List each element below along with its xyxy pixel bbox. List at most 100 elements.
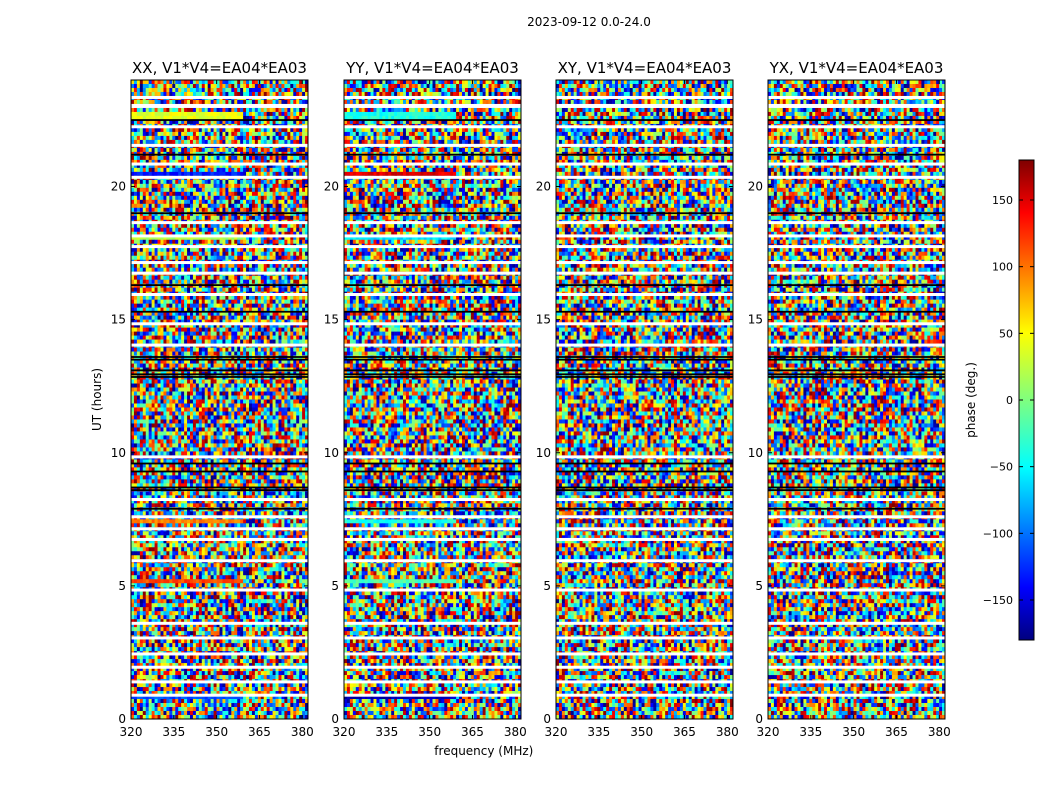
heatmap-cell bbox=[231, 223, 235, 229]
heatmap-cell bbox=[145, 411, 149, 416]
heatmap-cell bbox=[293, 403, 297, 408]
heatmap-cell bbox=[266, 403, 270, 408]
heatmap-cell bbox=[222, 379, 226, 384]
heatmap-cell bbox=[216, 299, 220, 304]
heatmap-cell bbox=[287, 127, 291, 133]
heatmap-cell bbox=[251, 107, 256, 113]
heatmap-cell bbox=[131, 407, 135, 412]
heatmap-cell bbox=[243, 199, 247, 205]
heatmap-cell bbox=[157, 207, 161, 213]
heatmap-cell bbox=[272, 359, 276, 364]
heatmap-cell bbox=[251, 379, 256, 384]
heatmap-cell bbox=[160, 171, 164, 177]
heatmap-cell bbox=[133, 187, 138, 193]
heatmap-cell bbox=[151, 115, 155, 121]
heatmap-cell bbox=[257, 391, 262, 396]
heatmap-cell bbox=[254, 379, 259, 384]
heatmap-cell bbox=[284, 239, 288, 245]
heatmap-cell bbox=[237, 155, 241, 161]
heatmap-cell bbox=[219, 279, 223, 284]
heatmap-cell bbox=[234, 179, 238, 185]
heatmap-cell bbox=[142, 311, 147, 316]
heatmap-cell bbox=[257, 115, 262, 121]
heatmap-cell bbox=[231, 139, 235, 145]
heatmap-cell bbox=[195, 399, 200, 404]
heatmap-cell bbox=[272, 239, 276, 245]
heatmap-cell bbox=[278, 235, 282, 241]
heatmap-cell bbox=[139, 171, 144, 177]
heatmap-cell bbox=[175, 287, 179, 292]
heatmap-cell bbox=[154, 119, 158, 125]
heatmap-cell bbox=[302, 191, 306, 197]
heatmap-cell bbox=[181, 179, 185, 185]
heatmap-cell bbox=[187, 215, 191, 221]
heatmap-cell bbox=[293, 287, 297, 292]
heatmap-cell bbox=[204, 119, 208, 125]
heatmap-cell bbox=[207, 223, 211, 229]
heatmap-cell bbox=[187, 107, 191, 113]
heatmap-cell bbox=[249, 139, 253, 145]
heatmap-cell bbox=[225, 267, 229, 272]
heatmap-cell bbox=[195, 247, 200, 253]
heatmap-cell bbox=[169, 187, 173, 193]
heatmap-cell bbox=[181, 395, 185, 400]
heatmap-cell bbox=[254, 187, 259, 193]
heatmap-cell bbox=[284, 387, 288, 392]
heatmap-cell bbox=[287, 315, 291, 320]
heatmap-cell bbox=[287, 163, 291, 169]
heatmap-cell bbox=[145, 195, 149, 201]
heatmap-cell bbox=[278, 159, 282, 165]
heatmap-cell bbox=[296, 315, 300, 320]
heatmap-cell bbox=[266, 319, 270, 324]
heatmap-cell bbox=[136, 235, 141, 241]
heatmap-cell bbox=[184, 135, 188, 141]
heatmap-cell bbox=[148, 323, 152, 328]
heatmap-cell bbox=[269, 315, 273, 320]
heatmap-cell bbox=[284, 383, 288, 388]
heatmap-cell bbox=[190, 287, 194, 292]
heatmap-cell bbox=[237, 159, 241, 165]
heatmap-cell bbox=[139, 183, 144, 189]
heatmap-cell bbox=[148, 391, 152, 396]
heatmap-cell bbox=[231, 379, 235, 384]
heatmap-cell bbox=[281, 335, 285, 340]
heatmap-cell bbox=[184, 335, 188, 340]
heatmap-cell bbox=[269, 147, 273, 153]
heatmap-cell bbox=[154, 99, 158, 105]
heatmap-cell bbox=[172, 99, 176, 105]
heatmap-cell bbox=[305, 163, 309, 169]
heatmap-cell bbox=[154, 227, 158, 233]
heatmap-cell bbox=[201, 251, 206, 257]
heatmap-cell bbox=[234, 159, 238, 165]
heatmap-cell bbox=[257, 383, 262, 388]
heatmap-cell bbox=[172, 239, 176, 245]
heatmap-cell bbox=[272, 315, 276, 320]
heatmap-cell bbox=[190, 383, 194, 388]
heatmap-cell bbox=[246, 335, 250, 340]
heatmap-cell bbox=[131, 267, 135, 272]
heatmap-cell bbox=[251, 87, 256, 93]
heatmap-cell bbox=[249, 339, 253, 344]
heatmap-cell bbox=[190, 119, 194, 125]
heatmap-cell bbox=[201, 115, 206, 121]
heatmap-cell bbox=[243, 80, 247, 85]
heatmap-cell bbox=[237, 107, 241, 113]
heatmap-cell bbox=[251, 231, 256, 237]
heatmap-cell bbox=[145, 231, 149, 237]
heatmap-cell bbox=[219, 391, 223, 396]
heatmap-cell bbox=[187, 255, 191, 261]
heatmap-cell bbox=[219, 167, 223, 173]
heatmap-cell bbox=[296, 119, 300, 125]
heatmap-cell bbox=[234, 235, 238, 241]
heatmap-cell bbox=[198, 251, 203, 257]
heatmap-cell bbox=[178, 327, 182, 332]
heatmap-cell bbox=[195, 159, 200, 165]
heatmap-cell bbox=[131, 115, 135, 121]
heatmap-cell bbox=[198, 359, 203, 364]
heatmap-cell bbox=[139, 87, 144, 93]
heatmap-cell bbox=[287, 351, 291, 356]
heatmap-cell bbox=[142, 347, 147, 352]
heatmap-cell bbox=[254, 99, 259, 105]
heatmap-cell bbox=[172, 155, 176, 161]
heatmap-cell bbox=[151, 319, 155, 324]
